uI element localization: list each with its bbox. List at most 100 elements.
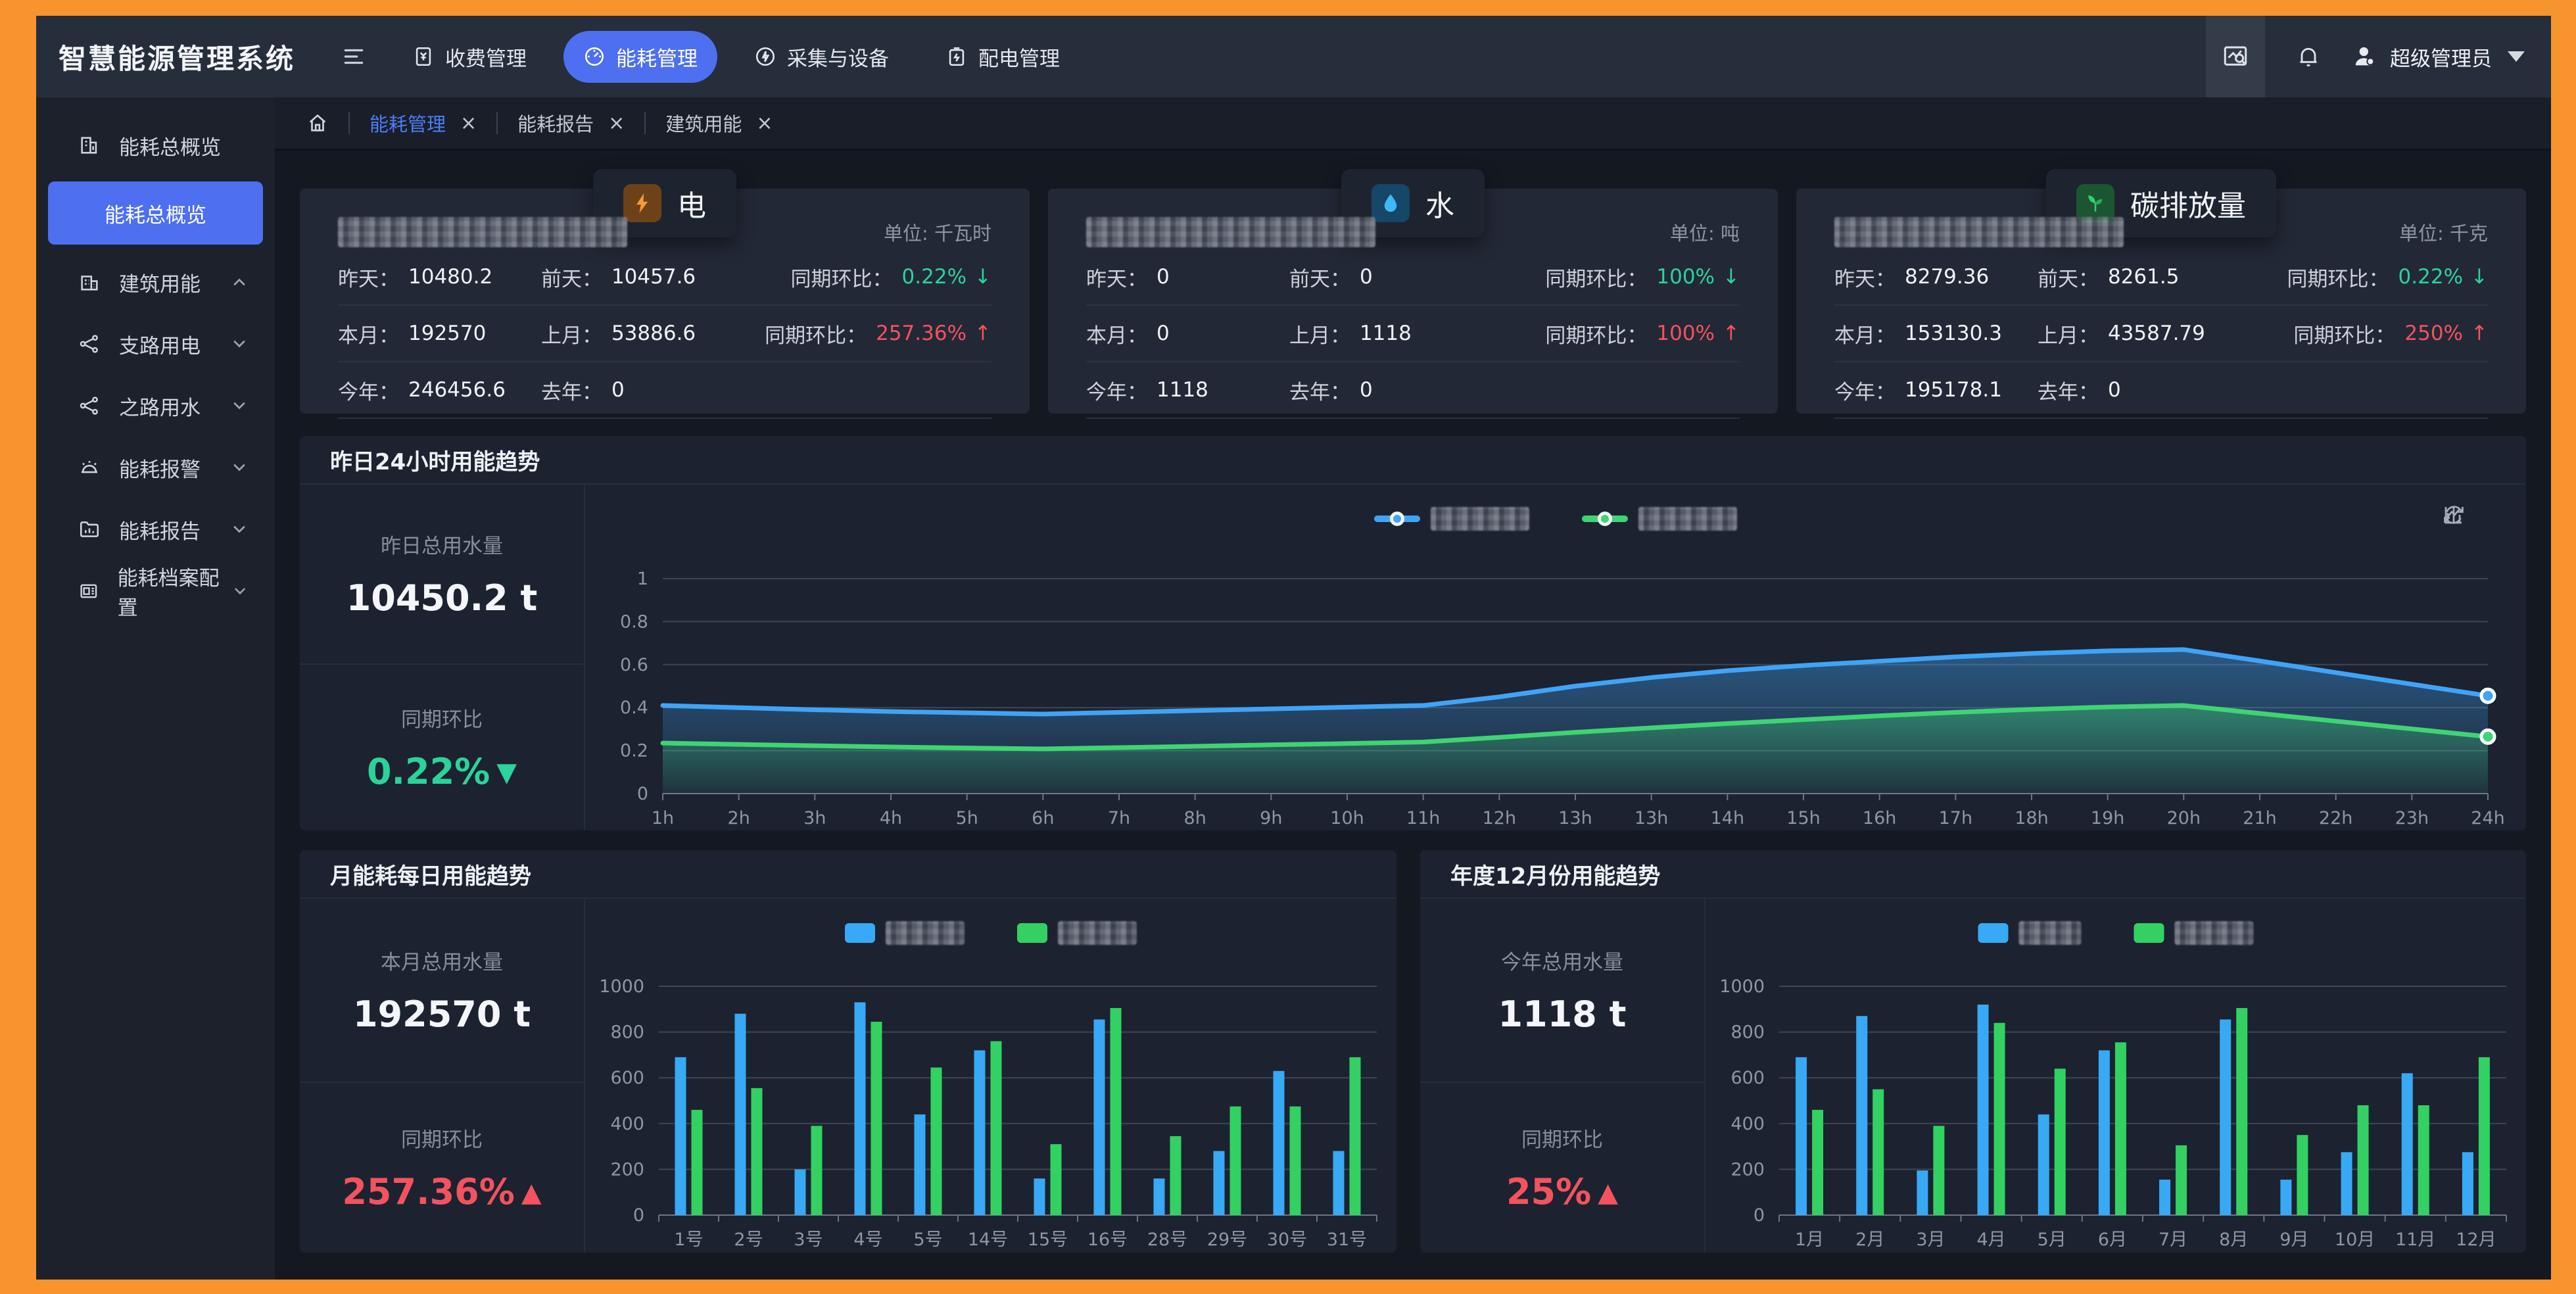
trend-arrow-icon: ↑ xyxy=(2471,322,2489,345)
tab-energy-report[interactable]: 能耗报告 × xyxy=(517,109,625,137)
collapse-menu-icon[interactable] xyxy=(341,44,366,69)
svg-text:17h: 17h xyxy=(1939,808,1972,828)
svg-text:13h: 13h xyxy=(1558,808,1592,828)
svg-text:0: 0 xyxy=(633,1205,644,1226)
menu-item-devices[interactable]: 采集与设备 xyxy=(734,31,909,83)
menu-item-energy[interactable]: 能耗管理 xyxy=(563,30,717,83)
svg-text:1000: 1000 xyxy=(1719,976,1765,997)
panel-title: 年度12月份用能趋势 xyxy=(1420,850,2526,899)
chevron-down-icon xyxy=(233,526,245,533)
hourly-line-chart[interactable]: 0 0.2 0.4 0.6 0.8 1 1h 2h 3h 4h 5h 6h 7h 8h 9h 10h 11h 12… xyxy=(585,485,2526,830)
svg-text:1h: 1h xyxy=(652,808,674,828)
unit-label: 单位: 吨 xyxy=(1670,222,1740,245)
svg-text:30号: 30号 xyxy=(1267,1230,1307,1250)
stat-value: 1118 t xyxy=(1498,994,1627,1036)
legend-item-series1[interactable] xyxy=(1374,507,1529,531)
page-content: 电 单位: 千瓦时 昨天： 10480.2 前天： 10457.6 同期环比： 0.2… xyxy=(275,151,2551,1280)
stat-row-day: 昨天： 10480.2 前天： 10457.6 同期环比： 0.22% ↓ xyxy=(338,249,991,306)
stat-row-month: 本月： 0 上月： 1118 同期环比： 100% ↑ xyxy=(1086,306,1740,362)
archive-icon xyxy=(80,584,97,598)
svg-text:400: 400 xyxy=(610,1114,644,1134)
svg-text:5h: 5h xyxy=(956,808,978,828)
tab-building-energy[interactable]: 建筑用能 × xyxy=(665,109,773,137)
alarm-icon xyxy=(81,461,98,473)
redacted-legend-label xyxy=(1058,921,1137,945)
redacted-legend-label xyxy=(2174,921,2254,945)
sidebar-item-building-energy[interactable]: 建筑用能 xyxy=(36,251,275,313)
report-icon xyxy=(80,521,99,537)
svg-text:9月: 9月 xyxy=(2279,1230,2308,1250)
annual-bar-chart[interactable]: 0 200 400 600 800 1000 1月 2月 3月 4月 5月 6月 7月 8月 9月 10月 11… xyxy=(1705,899,2526,1253)
menu-item-billing[interactable]: 收费管理 xyxy=(393,31,546,83)
daily-stat-box: 本月总用水量 192570 t 同期环比 257.36% ▲ xyxy=(300,899,585,1253)
svg-text:4号: 4号 xyxy=(853,1230,882,1250)
ratio-value: 257.36% ▲ xyxy=(342,1171,542,1213)
trend-arrow-icon: ↓ xyxy=(974,265,992,289)
trend-triangle-icon: ▲ xyxy=(521,1178,542,1209)
svg-text:1号: 1号 xyxy=(674,1230,703,1250)
stat-row-year: 今年： 195178.1 去年： 0 xyxy=(1834,362,2488,419)
svg-text:11月: 11月 xyxy=(2395,1230,2435,1250)
tab-label: 能耗管理 xyxy=(370,113,446,135)
stat-cell-ratio: 同期环比： 0.22% ↓ xyxy=(790,265,992,291)
legend-item-series2[interactable] xyxy=(1017,921,1137,945)
sidebar-item-overview[interactable]: 能耗总概览 xyxy=(36,114,275,176)
close-icon[interactable]: × xyxy=(756,111,773,135)
sidebar-item-energy-report[interactable]: 能耗报告 xyxy=(36,498,275,560)
ratio-label: 同期环比 xyxy=(401,1128,483,1153)
home-icon[interactable] xyxy=(306,112,329,134)
menu-item-power-distribution[interactable]: 配电管理 xyxy=(926,31,1080,83)
svg-text:15h: 15h xyxy=(1786,808,1820,828)
report-chart-button[interactable] xyxy=(2206,16,2265,97)
branch-icon xyxy=(80,396,98,415)
svg-text:6月: 6月 xyxy=(2098,1230,2127,1250)
svg-text:5号: 5号 xyxy=(913,1230,942,1250)
legend-item-series2[interactable] xyxy=(2134,921,2254,945)
stat-cell: 上月： 43587.79 xyxy=(2037,322,2205,348)
chevron-up-icon xyxy=(233,278,245,285)
legend-item-series1[interactable] xyxy=(845,921,965,945)
stat-label: 本月总用水量 xyxy=(381,951,503,975)
chevron-down-icon xyxy=(233,341,245,348)
stat-cell: 去年： 0 xyxy=(1289,378,1373,404)
legend-item-series1[interactable] xyxy=(1978,921,2082,945)
close-icon[interactable]: × xyxy=(608,111,625,135)
hourly-trend-panel: 昨日24小时用能趋势 昨日总用水量 10450.2 t 同期环比 0.22% ▼ xyxy=(300,436,2526,830)
sidebar-item-branch-electricity[interactable]: 支路用电 xyxy=(36,313,275,375)
svg-text:200: 200 xyxy=(1730,1159,1765,1180)
ratio-value: 25% ▲ xyxy=(1506,1171,1619,1213)
stat-cell: 前天： 8261.5 xyxy=(2037,265,2180,291)
stat-row-day: 昨天： 0 前天： 0 同期环比： 100% ↓ xyxy=(1086,249,1740,306)
bar-legend-symbol xyxy=(1017,923,1047,943)
svg-text:2h: 2h xyxy=(728,808,750,828)
close-icon[interactable]: × xyxy=(460,111,477,135)
sidebar-item-label: 能耗报警 xyxy=(119,458,201,482)
stat-cell: 本月： 192570 xyxy=(338,322,487,348)
svg-text:0.8: 0.8 xyxy=(620,611,648,632)
trend-arrow-icon: ↑ xyxy=(1723,322,1740,345)
sidebar-item-branch-water[interactable]: 之路用水 xyxy=(36,375,275,437)
svg-text:2号: 2号 xyxy=(734,1230,763,1250)
bar-legend-symbol xyxy=(2134,923,2164,943)
svg-text:3号: 3号 xyxy=(794,1230,823,1250)
chevron-down-icon xyxy=(233,464,245,471)
legend-item-series2[interactable] xyxy=(1582,507,1737,531)
user-name: 超级管理员 xyxy=(2390,47,2492,71)
notifications-button[interactable] xyxy=(2295,43,2322,70)
lightning-circle-icon xyxy=(755,47,775,66)
stat-cell: 今年： 1118 xyxy=(1086,378,1208,404)
redacted-legend-label xyxy=(886,921,965,945)
user-menu[interactable]: 超级管理员 xyxy=(2352,42,2525,72)
stat-cell-ratio: 同期环比： 257.36% ↑ xyxy=(765,322,992,348)
sidebar-subitem-overview-active[interactable]: 能耗总概览 xyxy=(48,181,263,245)
svg-text:10月: 10月 xyxy=(2335,1230,2375,1250)
tab-energy-management[interactable]: 能耗管理 × xyxy=(370,109,477,137)
daily-bar-chart[interactable]: 0 200 400 600 800 1000 1号 2号 3号 4号 5号 14号 15号 16号 28号 2… xyxy=(585,899,1396,1253)
stat-card-water: 水 单位: 吨 昨天： 0 前天： 0 同期环比： 100% ↓ 本月： 0 xyxy=(1048,169,1778,419)
sidebar-item-energy-alarm[interactable]: 能耗报警 xyxy=(36,437,275,498)
svg-text:14h: 14h xyxy=(1711,808,1744,828)
stat-row-year: 今年： 1118 去年： 0 xyxy=(1086,362,1740,419)
bell-icon xyxy=(2300,47,2317,66)
sidebar-item-archive-config[interactable]: 能耗档案配置 xyxy=(36,560,275,622)
